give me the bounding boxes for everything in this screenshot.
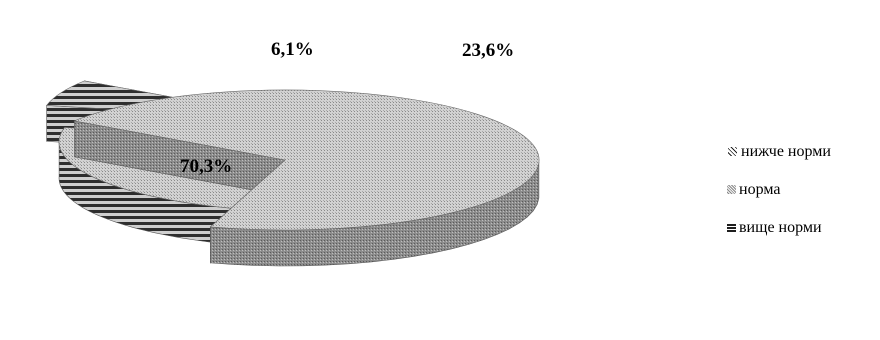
chart-legend: нижче норми норма вище норми [727, 142, 831, 256]
legend-label-2: вище норми [739, 219, 822, 237]
legend-item-2: вище норми [727, 218, 831, 237]
data-label-1: 23,6% [462, 40, 514, 61]
legend-swatch-1 [727, 185, 736, 194]
legend-item-1: норма [727, 180, 831, 199]
legend-label-0: нижче норми [741, 143, 831, 161]
legend-swatch-2 [727, 223, 736, 232]
legend-swatch-0 [727, 146, 738, 157]
legend-item-0: нижче норми [727, 142, 831, 161]
legend-label-1: норма [739, 181, 780, 199]
data-label-2: 6,1% [271, 39, 314, 60]
data-label-0: 70,3% [180, 156, 232, 177]
